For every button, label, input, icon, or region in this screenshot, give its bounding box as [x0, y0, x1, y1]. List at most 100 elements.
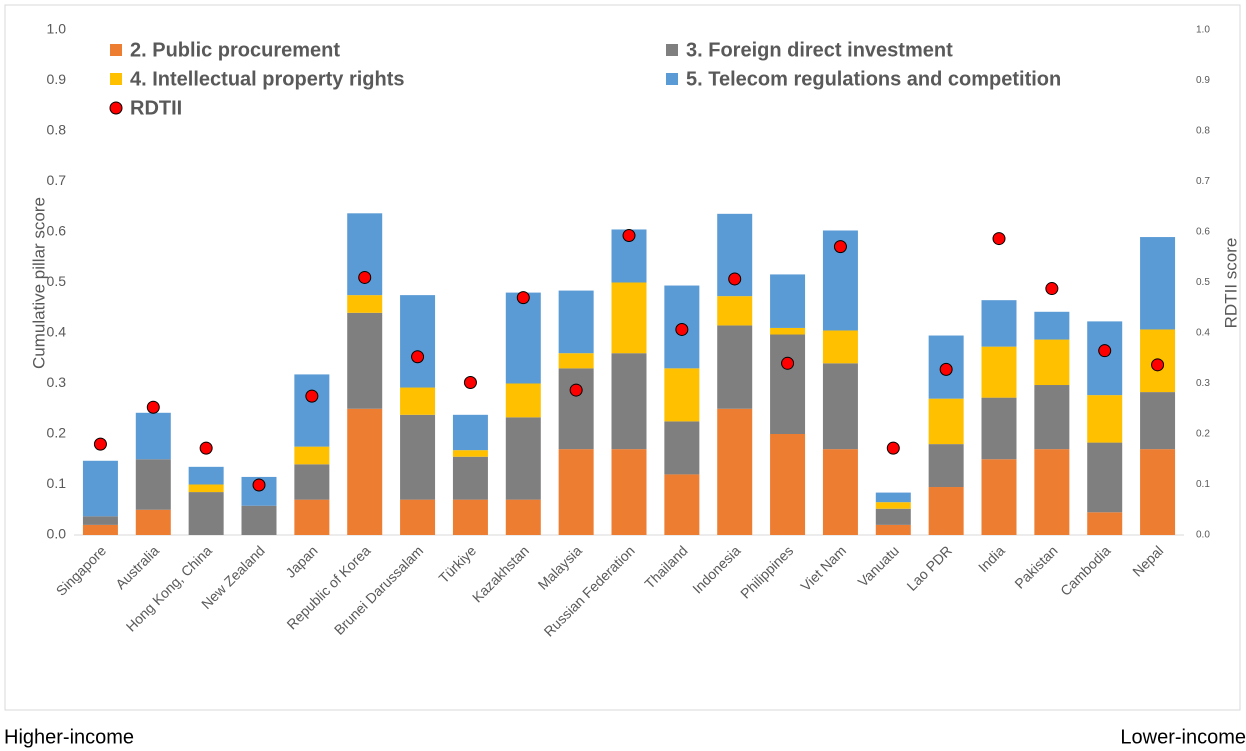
y2-tick-label: 0.5: [1196, 277, 1210, 288]
bar-segment: [770, 434, 806, 535]
bar-segment: [347, 295, 383, 313]
bar-segment: [770, 274, 806, 328]
y2-tick-label: 0.7: [1196, 176, 1210, 187]
bar-segment: [1087, 321, 1123, 396]
bar-segment: [981, 346, 1017, 398]
rdtii-dot: [675, 322, 689, 336]
y-axis-title: Cumulative pillar score: [29, 197, 48, 369]
bar-segment: [875, 524, 911, 535]
y2-tick-label: 0.9: [1196, 75, 1210, 86]
y2-tick-label: 0.6: [1196, 227, 1210, 238]
rdtii-dot: [305, 389, 319, 403]
bar-segment: [558, 290, 594, 354]
rdtii-dot: [992, 232, 1006, 246]
bar-segment: [1087, 442, 1123, 513]
bar-segment: [611, 449, 647, 535]
y2-tick-label: 0.1: [1196, 479, 1210, 490]
bar-segment: [1140, 449, 1176, 535]
legend-marker: [666, 73, 678, 85]
bar-segment: [981, 300, 1017, 347]
rdtii-dot: [1098, 344, 1112, 358]
y-tick-label: 0.8: [47, 122, 67, 138]
y-tick-label: 0.3: [47, 374, 67, 390]
bar-segment: [1034, 311, 1070, 340]
bar-segment: [770, 327, 806, 335]
bar-segment: [1034, 449, 1070, 535]
rdtii-dot: [622, 229, 636, 243]
rdtii-dot: [1045, 282, 1059, 296]
bar-segment: [505, 417, 541, 500]
bar-segment: [875, 492, 911, 503]
bar-segment: [981, 459, 1017, 535]
bar-segment: [928, 444, 964, 488]
bar-segment: [717, 296, 753, 326]
rdtii-dot: [1151, 358, 1165, 372]
bar-segment: [82, 460, 118, 517]
legend-marker: [110, 73, 122, 85]
bar-segment: [1087, 512, 1123, 535]
bar-segment: [770, 334, 806, 434]
bar-segment: [558, 353, 594, 369]
bar-segment: [1034, 385, 1070, 450]
y-tick-label: 0.5: [47, 273, 67, 289]
y2-tick-label: 0.4: [1196, 328, 1210, 339]
bar-segment: [347, 312, 383, 409]
y-tick-label: 0.1: [47, 475, 67, 491]
y-tick-label: 0.6: [47, 223, 67, 239]
bar-segment: [1034, 339, 1070, 386]
bar-segment: [188, 466, 224, 485]
legend-marker: [110, 44, 122, 56]
rdtii-dot: [939, 362, 953, 376]
rdtii-dot: [252, 478, 266, 492]
bar-segment: [82, 516, 118, 525]
rdtii-dot: [728, 272, 742, 286]
annotation: Higher-income: [4, 726, 134, 748]
y-tick-label: 0.7: [47, 172, 67, 188]
bar-segment: [452, 450, 488, 457]
y-tick-label: 0.9: [47, 71, 67, 87]
bar-segment: [611, 353, 647, 450]
bar-segment: [558, 368, 594, 450]
y2-tick-label: 0.2: [1196, 429, 1210, 440]
bar-segment: [294, 499, 330, 535]
bar-segment: [400, 387, 436, 415]
bar-segment: [82, 524, 118, 535]
bar-segment: [558, 449, 594, 535]
bar-segment: [347, 408, 383, 535]
rdtii-dot: [199, 441, 213, 455]
bar-segment: [505, 383, 541, 418]
bar-segment: [664, 474, 700, 535]
bar-segment: [981, 397, 1017, 460]
y-tick-label: 0.2: [47, 425, 67, 441]
y2-tick-label: 0.8: [1196, 126, 1210, 137]
rdtii-dot: [781, 356, 795, 370]
annotation: Lower-income: [1120, 726, 1246, 748]
legend-label: 2. Public procurement: [130, 39, 340, 61]
rdtii-dot: [833, 240, 847, 254]
bar-segment: [294, 374, 330, 447]
y2-tick-label: 1.0: [1196, 25, 1210, 36]
legend-label: RDTII: [130, 97, 182, 119]
bar-segment: [822, 449, 858, 535]
rdtii-dot: [146, 400, 160, 414]
bar-segment: [875, 508, 911, 525]
bar-segment: [452, 499, 488, 535]
bar-segment: [400, 414, 436, 500]
bar-segment: [928, 398, 964, 445]
bar-segment: [717, 325, 753, 409]
bar-segment: [1140, 237, 1176, 330]
bar-segment: [875, 502, 911, 509]
bar-segment: [664, 421, 700, 475]
bar-segment: [505, 292, 541, 384]
legend-marker: [109, 101, 123, 115]
bar-segment: [664, 368, 700, 422]
bar-segment: [135, 412, 171, 460]
bar-segment: [611, 282, 647, 354]
rdtii-dot: [516, 291, 530, 305]
bar-segment: [717, 408, 753, 535]
bar-segment: [188, 484, 224, 493]
rdtii-dot: [93, 437, 107, 451]
bar-segment: [241, 505, 277, 535]
bar-segment: [294, 446, 330, 465]
y-tick-label: 0.4: [47, 324, 67, 340]
